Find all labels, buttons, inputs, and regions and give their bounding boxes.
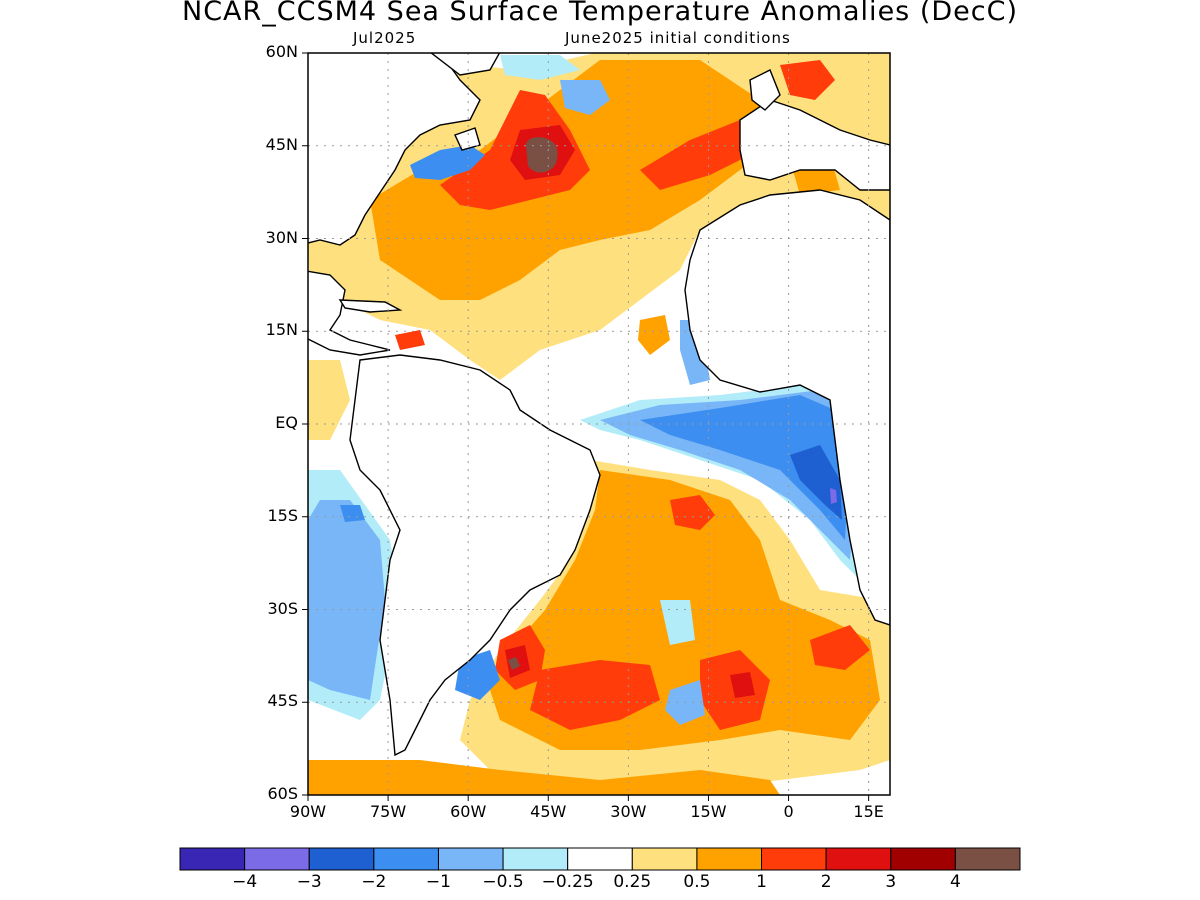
colorbar-tick-label: 2 bbox=[820, 872, 832, 892]
lon-tick-label: 15E bbox=[853, 802, 884, 821]
north-america-landmass bbox=[308, 53, 481, 246]
colorbar-swatch bbox=[696, 847, 763, 871]
colorbar-tick-label: 4 bbox=[949, 872, 961, 892]
colorbar-tick-label: −4 bbox=[232, 872, 258, 892]
coastlines bbox=[308, 53, 890, 757]
axis-ticks bbox=[302, 52, 870, 801]
lon-tick-label: 60W bbox=[450, 802, 487, 821]
colorbar-tick-label: 0.5 bbox=[683, 872, 711, 892]
colorbar-tick-label: −3 bbox=[296, 872, 322, 892]
colorbar-swatch bbox=[244, 847, 310, 871]
colorbar-swatch bbox=[631, 847, 698, 871]
lat-tick-label: 45N bbox=[265, 134, 298, 154]
colorbar-tick-label: 3 bbox=[885, 872, 897, 892]
colorbar-swatch bbox=[373, 847, 439, 871]
lat-tick-label: 30N bbox=[265, 227, 298, 247]
lat-tick-label: EQ bbox=[275, 413, 298, 432]
colorbar-swatch bbox=[179, 847, 246, 871]
cuba bbox=[338, 299, 403, 313]
colorbar bbox=[179, 847, 1021, 871]
lon-tick-label: 15W bbox=[690, 802, 727, 821]
greenland-tip bbox=[430, 53, 501, 76]
lat-tick-label: 60N bbox=[265, 42, 298, 61]
colorbar-swatch bbox=[954, 847, 1021, 871]
africa-landmass bbox=[684, 189, 890, 626]
colorbar-swatch bbox=[761, 847, 827, 871]
valid-month-label: Jul2025 bbox=[353, 29, 417, 47]
colorbar-swatch bbox=[825, 847, 892, 871]
lon-tick-label: 30W bbox=[610, 802, 647, 821]
europe-landmass bbox=[739, 99, 890, 191]
colorbar-swatch bbox=[567, 847, 633, 871]
south-america-landmass bbox=[349, 354, 601, 757]
colorbar-swatch bbox=[502, 847, 569, 871]
central-america-landmass bbox=[308, 270, 391, 356]
lon-tick-label: 45W bbox=[530, 802, 567, 821]
colorbar-tick-label: 1 bbox=[756, 872, 767, 892]
colorbar-tick-label: −0.5 bbox=[482, 872, 524, 892]
lat-tick-label: 60S bbox=[267, 784, 298, 803]
gridlines bbox=[308, 53, 890, 795]
colorbar-tick-label: −1 bbox=[425, 872, 451, 892]
colorbar-swatch bbox=[308, 847, 375, 871]
colorbar-tick-label: 0.25 bbox=[613, 872, 652, 892]
colorbar-swatch bbox=[890, 847, 956, 871]
british-isles bbox=[749, 69, 781, 111]
newfoundland bbox=[454, 127, 481, 151]
lon-tick-label: 0 bbox=[783, 802, 794, 821]
initial-conditions-label: June2025 initial conditions bbox=[565, 29, 791, 47]
lat-tick-label: 30S bbox=[267, 598, 298, 618]
lat-tick-label: 45S bbox=[267, 691, 298, 711]
lat-tick-label: 15S bbox=[267, 505, 298, 525]
colorbar-tick-label: −2 bbox=[361, 872, 387, 892]
lon-tick-label: 90W bbox=[289, 802, 327, 821]
lon-tick-label: 75W bbox=[369, 802, 407, 821]
colorbar-tick-label: −0.25 bbox=[541, 872, 594, 892]
colorbar-swatch bbox=[437, 847, 504, 871]
map-title: NCAR_CCSM4 Sea Surface Temperature Anoma… bbox=[182, 0, 1018, 27]
lat-tick-label: 15N bbox=[265, 320, 298, 340]
